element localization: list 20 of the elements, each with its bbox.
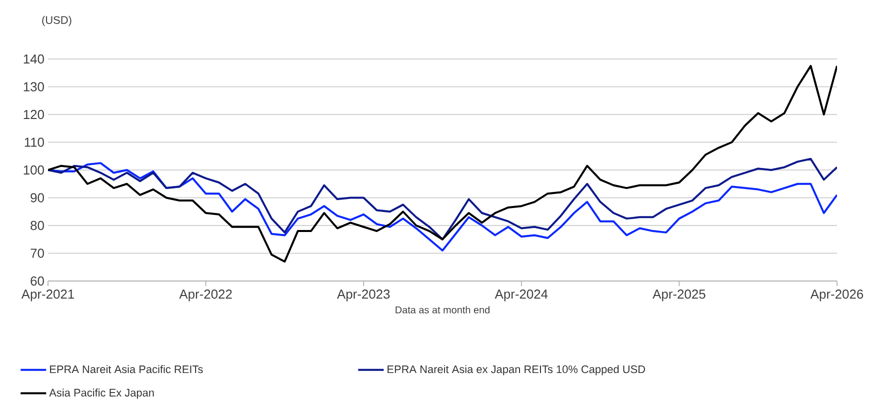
x-tick-label: Apr-2026 [810, 290, 864, 302]
y-tick-label: 70 [30, 248, 44, 258]
y-tick-label: 90 [30, 193, 44, 202]
x-tick-label: Apr-2022 [179, 290, 232, 302]
y-tick-label: 60 [30, 276, 44, 286]
y-tick-label: 80 [30, 220, 44, 230]
y-axis-title: (USD) [42, 16, 72, 26]
legend-label: Asia Pacific Ex Japan [49, 388, 154, 399]
x-tick-label: Apr-2021 [21, 290, 74, 302]
x-axis-title: Data as at month end [396, 306, 490, 314]
x-tick-label: Apr-2024 [494, 290, 548, 302]
x-tick-label: Apr-2023 [336, 290, 390, 302]
y-tick-label: 110 [24, 138, 44, 147]
x-tick-label: Apr-2025 [652, 290, 706, 302]
legend-label: EPRA Nareit Asia Pacific REITs [50, 365, 203, 374]
y-tick-label: 130 [24, 82, 44, 92]
legend-label: EPRA Nareit Asia ex Japan REITs 10% Capped USD [388, 365, 646, 376]
y-tick-label: 140 [24, 54, 44, 64]
y-tick-label: 120 [24, 110, 44, 120]
y-tick-label: 100 [24, 165, 44, 175]
